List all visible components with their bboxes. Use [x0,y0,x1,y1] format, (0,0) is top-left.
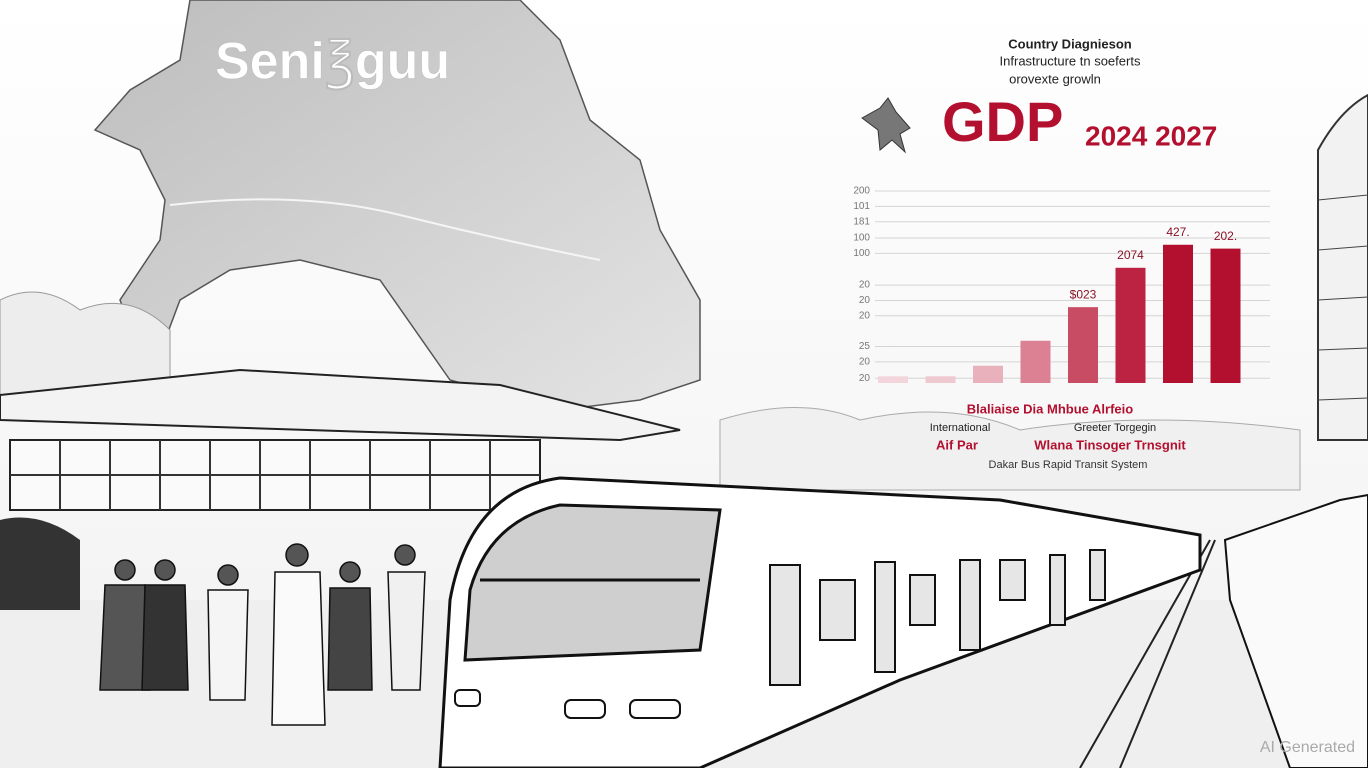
train-windshield [463,503,722,662]
train-right [1223,493,1368,768]
station-roof [0,368,681,442]
bar [1068,307,1098,383]
y-tick-label: 100 [853,233,870,244]
y-tick-label: 20 [859,373,871,384]
train-windows [769,549,1106,686]
bar [878,376,908,383]
gdp-title: GDP [942,90,1063,153]
header-line: Infrastructure tn soeferts [1000,53,1141,68]
river [169,198,601,261]
trees [719,407,1301,491]
y-tick-label: 20 [859,310,871,321]
header-line: Country Diagnieson [1008,36,1132,51]
bar-label: 2074 [1117,248,1144,262]
y-tick-label: 181 [853,216,870,227]
bar [1115,267,1146,383]
station-windows [10,440,540,510]
bar [1210,248,1241,383]
people [99,543,426,726]
y-tick-label: 100 [853,248,870,259]
y-tick-label: 101 [853,201,870,212]
bar [973,365,1003,383]
y-tick-label: 20 [859,295,871,306]
y-tick-label: 25 [859,341,871,352]
train-lights [454,689,681,719]
track [1079,539,1216,768]
trees [0,291,171,401]
bar [925,376,956,383]
y-tick-label: 20 [859,357,871,368]
bar [1020,340,1051,383]
bar-label: $023 [1070,287,1097,301]
caption-text: International [930,422,991,434]
emblem [861,97,911,154]
caption-text: Aif Par [936,437,978,452]
bush [0,517,80,610]
gdp-years: 2024 2027 [1085,120,1217,151]
brand: Seni℥guu [215,33,450,91]
map [93,0,701,411]
y-tick-label: 20 [859,280,871,291]
caption-text: Wlana Tinsoger Trnsgnit [1034,437,1186,452]
caption-text: Dakar Bus Rapid Transit System [989,459,1148,471]
bar-label: 202. [1214,229,1237,243]
y-tick-label: 200 [853,186,870,197]
caption-text: Greeter Torgegin [1074,422,1156,434]
caption-title: Blaliaise Dia Mhbue Alrfeio [967,401,1133,416]
tower [1317,93,1368,441]
watermark: AI Generated [1260,739,1355,756]
bar [1163,244,1193,383]
tower-floors [1317,194,1368,401]
header-line: orovexte growln [1009,71,1101,86]
bar-label: 427. [1166,225,1189,239]
